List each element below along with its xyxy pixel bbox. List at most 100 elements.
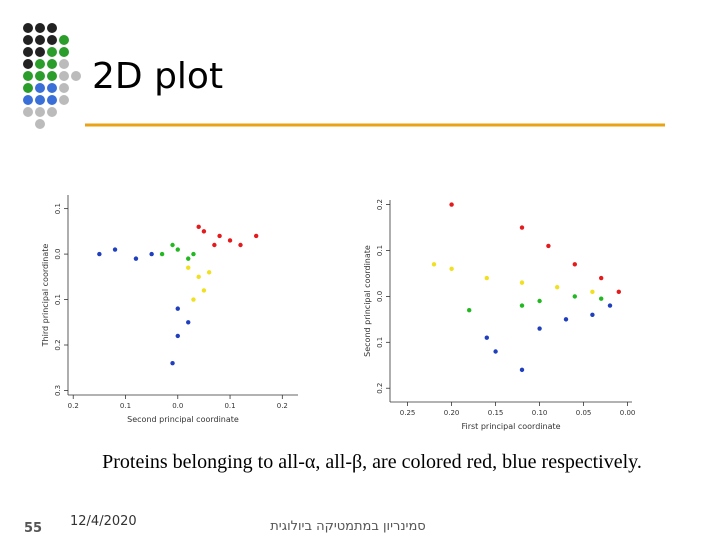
point [191,251,196,257]
dot [35,47,45,57]
point [467,307,472,313]
point [159,251,165,257]
x-tick-label: 0.15 [488,409,504,417]
point [170,242,175,248]
point [484,275,489,281]
point [196,274,201,280]
dot [35,83,45,93]
point [227,238,233,243]
point [186,320,191,325]
point [484,335,489,340]
point [572,294,577,299]
y-tick-label: 0.1 [54,294,62,305]
point [537,326,542,331]
dot [23,35,33,45]
dot [23,107,33,117]
y-tick-label: 0.1 [376,337,384,348]
x-tick-label: 0.2 [277,402,288,410]
x-axis-label: Second principal coordinate [127,415,239,424]
x-tick-label: 0.0 [172,402,183,410]
point [599,275,604,281]
point [537,298,542,304]
title-decoration [23,23,81,129]
y-tick-label: 0.2 [376,383,384,394]
point [572,262,577,267]
dot [35,23,45,33]
x-tick-label: 0.05 [576,409,592,417]
dot [35,35,45,45]
point [519,303,525,308]
point [175,333,180,339]
point [175,247,180,252]
dot [47,47,57,57]
point [449,202,454,207]
point [563,317,569,322]
dot [47,23,57,33]
dot [59,47,69,57]
point [555,285,560,290]
point [170,360,175,366]
y-tick-label: 0.3 [54,385,62,396]
point [238,242,243,248]
y-tick-label: 0.0 [376,291,384,302]
y-tick-label: 0.1 [376,245,384,256]
dot [35,59,45,69]
dot [35,119,45,129]
y-tick-label: 0.2 [54,339,62,350]
point [519,225,525,230]
dot [59,35,69,45]
point [590,312,595,317]
point [191,297,196,302]
point [175,306,180,311]
point [149,251,154,257]
dot [23,47,33,57]
point [599,296,604,301]
dot [47,59,57,69]
dot [23,71,33,81]
point [607,303,613,308]
x-tick-label: 0.20 [444,409,460,417]
dot [23,95,33,105]
x-axis-label: First principal coordinate [461,422,560,431]
dot [23,59,33,69]
y-axis-label: Second principal coordinate [363,245,372,357]
dot [71,71,81,81]
point [201,229,207,234]
y-axis-label: Third principal coordinate [41,244,50,348]
point [196,224,201,230]
x-tick-label: 0.10 [532,409,548,417]
point [493,349,498,354]
dot [59,83,69,93]
point [519,367,525,373]
point [217,233,222,239]
point [431,262,437,267]
dot [47,83,57,93]
course-name: סמינריון במתמטיקה ביולוגית [270,519,425,534]
point [112,247,118,252]
dot [35,95,45,105]
point [212,242,217,248]
point [519,280,525,285]
point [97,251,102,257]
dot [23,23,33,33]
dot [59,71,69,81]
date: 12/4/2020 [70,514,137,529]
point [133,256,139,261]
point [253,233,259,239]
slide-title: 2D plot [92,56,223,97]
dot [47,35,57,45]
dot [47,71,57,81]
dot [59,95,69,105]
dot [23,83,33,93]
y-tick-label: 0.0 [54,249,62,260]
y-tick-label: 0.1 [54,203,62,214]
dot [59,59,69,69]
point [201,288,207,293]
x-tick-label: 0.1 [120,402,131,410]
dot [47,95,57,105]
dot [35,71,45,81]
x-tick-label: 0.25 [400,409,416,417]
point [590,289,595,295]
y-tick-label: 0.2 [376,199,384,210]
